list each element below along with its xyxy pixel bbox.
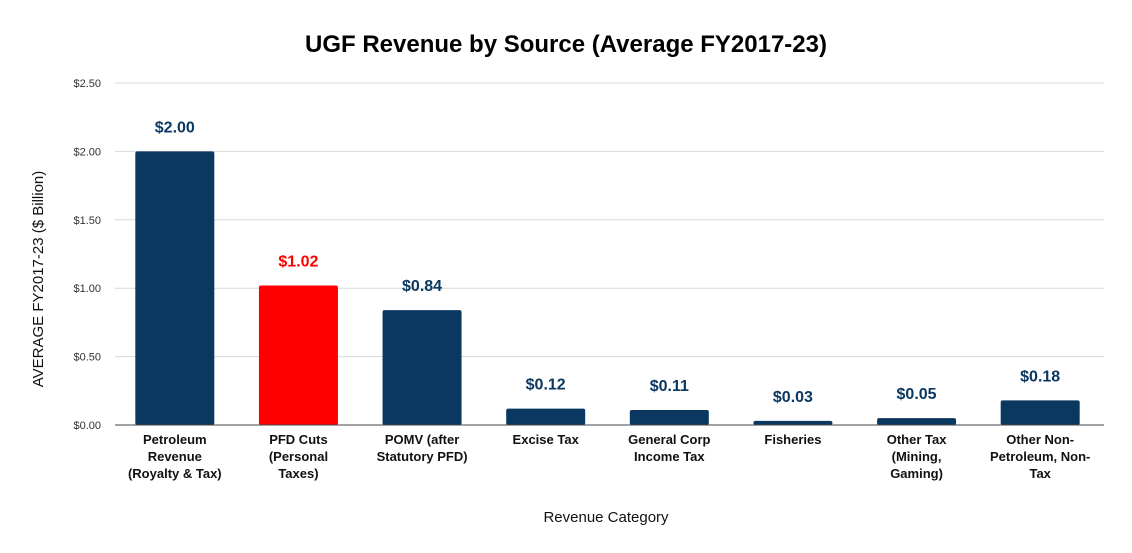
data-label: $2.00: [155, 119, 195, 136]
x-tick-label-line: (Royalty & Tax): [128, 466, 222, 481]
data-label: $0.84: [402, 278, 442, 295]
y-axis-title: AVERAGE FY2017-23 ($ Billion): [30, 171, 47, 387]
x-tick-label-line: Petroleum, Non-: [990, 449, 1090, 464]
bars: [135, 151, 1080, 425]
x-tick-label: Fisheries: [764, 432, 821, 447]
bar: [877, 418, 957, 425]
x-tick-label-line: Gaming): [890, 466, 943, 481]
x-axis-title: Revenue Category: [543, 509, 669, 526]
data-label: $1.02: [278, 253, 318, 270]
bar: [629, 409, 709, 425]
x-tick-label-line: (Personal: [269, 449, 328, 464]
bar: [135, 151, 215, 425]
x-tick-label-line: Fisheries: [764, 432, 821, 447]
x-tick-label-line: General Corp: [628, 432, 710, 447]
y-tick-label: $0.00: [73, 420, 101, 432]
x-tick-label-line: Revenue: [148, 449, 202, 464]
x-tick-label-line: PFD Cuts: [269, 432, 328, 447]
data-label: $0.11: [650, 378, 689, 395]
x-axis-categories: Petroleum Revenue (Royalty & Tax) PFD Cuts (…: [128, 432, 1090, 481]
x-tick-label-line: POMV (after: [385, 432, 459, 447]
y-tick-label: $2.00: [73, 146, 101, 158]
x-tick-label-line: Petroleum: [143, 432, 207, 447]
x-tick-label-line: Excise Tax: [513, 432, 580, 447]
x-tick-label: Petroleum Revenue (Royalty & Tax): [128, 432, 222, 481]
x-tick-label-line: Statutory PFD): [377, 449, 468, 464]
y-tick-label: $1.50: [73, 215, 101, 227]
data-label: $0.18: [1020, 368, 1060, 385]
bar: [258, 285, 338, 425]
x-tick-label: POMV (after Statutory PFD): [377, 432, 468, 464]
bar: [1000, 400, 1080, 425]
y-tick-label: $0.50: [73, 352, 101, 364]
x-tick-label: PFD Cuts (Personal Taxes): [269, 432, 328, 481]
x-tick-label: Excise Tax: [513, 432, 580, 447]
y-axis-ticks: $0.00 $0.50 $1.00 $1.50 $2.00 $2.50: [73, 78, 101, 432]
bar: [753, 420, 833, 425]
bar: [382, 310, 462, 425]
x-tick-label-line: Taxes): [278, 466, 318, 481]
bar: [506, 408, 586, 425]
data-label: $0.05: [897, 386, 937, 403]
x-tick-label-line: Other Tax: [887, 432, 947, 447]
data-labels: $2.00 $1.02 $0.84 $0.12 $0.11 $0.03 $0.05 $0.18: [155, 119, 1061, 405]
x-tick-label: General Corp Income Tax: [628, 432, 710, 464]
x-tick-label: Other Tax (Mining, Gaming): [887, 432, 947, 481]
chart-title: UGF Revenue by Source (Average FY2017-23…: [305, 31, 827, 58]
x-tick-label-line: Tax: [1029, 466, 1051, 481]
x-tick-label: Other Non- Petroleum, Non- Tax: [990, 432, 1090, 481]
x-tick-label-line: (Mining,: [892, 449, 942, 464]
y-tick-label: $1.00: [73, 283, 101, 295]
data-label: $0.03: [773, 389, 813, 406]
x-tick-label-line: Other Non-: [1006, 432, 1074, 447]
y-tick-label: $2.50: [73, 78, 101, 90]
x-tick-label-line: Income Tax: [634, 449, 705, 464]
data-label: $0.12: [526, 377, 566, 394]
